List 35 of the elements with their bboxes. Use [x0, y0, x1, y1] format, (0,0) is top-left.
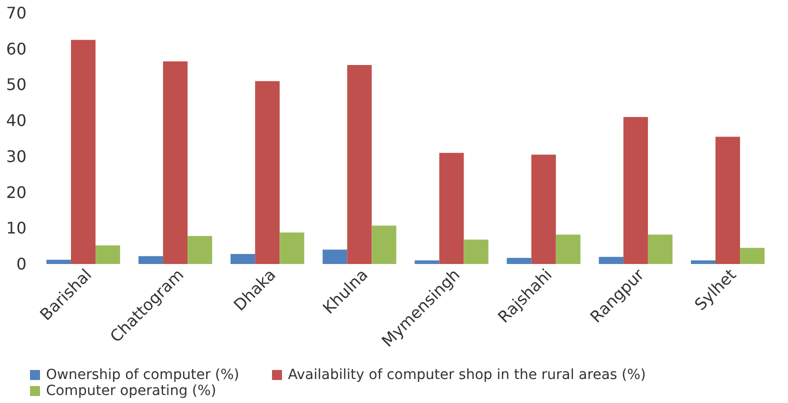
bar — [506, 258, 532, 264]
bar — [690, 260, 716, 264]
bar — [188, 236, 212, 264]
bar — [598, 256, 624, 264]
bar — [70, 40, 96, 264]
y-tick-label: 30 — [6, 146, 26, 166]
y-tick-label: 70 — [6, 4, 26, 22]
bar — [715, 136, 740, 264]
bar — [623, 116, 648, 264]
bar — [230, 254, 256, 264]
legend-label: Ownership of computer (%) — [46, 367, 240, 383]
bar — [347, 64, 372, 264]
bar — [96, 245, 120, 264]
bar — [255, 81, 280, 264]
bar — [740, 248, 765, 264]
bar — [439, 152, 464, 264]
bar — [322, 250, 348, 264]
y-tick-label: 60 — [6, 39, 26, 58]
bar — [372, 226, 396, 264]
legend-label: Computer operating (%) — [46, 383, 216, 399]
bar — [414, 260, 440, 264]
bar — [138, 256, 164, 264]
bar — [280, 232, 304, 264]
bar — [163, 61, 188, 264]
legend-label: Availability of computer shop in the rural areas (%) — [288, 367, 646, 383]
y-tick-label: 20 — [6, 182, 26, 202]
y-tick-label: 10 — [6, 218, 26, 238]
y-tick-label: 50 — [6, 75, 26, 94]
bar — [556, 234, 580, 264]
bar — [531, 154, 556, 264]
bar — [46, 260, 71, 264]
y-tick-label: 40 — [6, 111, 26, 130]
y-tick-label: 0 — [16, 254, 26, 274]
bar — [648, 234, 673, 264]
bar — [464, 240, 488, 264]
